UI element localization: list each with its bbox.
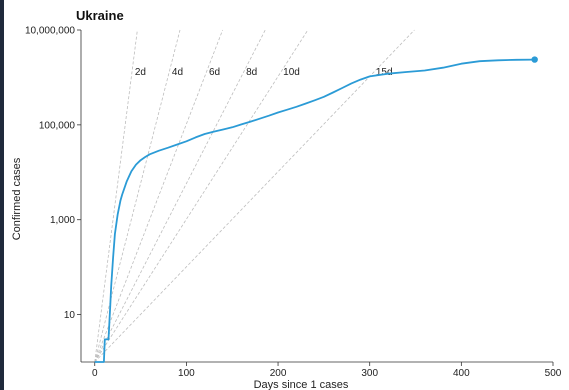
reference-line-10d	[94, 29, 309, 363]
x-tick-label: 300	[361, 368, 378, 379]
x-axis-label: Days since 1 cases	[254, 379, 349, 390]
x-tick-label: 200	[270, 368, 287, 379]
y-tick-label: 10,000,000	[25, 26, 75, 37]
reference-label-15d: 15d	[376, 67, 393, 78]
y-tick-label: 100,000	[39, 120, 76, 131]
reference-label-6d: 6d	[209, 67, 220, 78]
reference-line-15d	[94, 29, 415, 363]
reference-line-8d	[94, 29, 266, 363]
series-line	[94, 58, 535, 363]
x-tick-label: 0	[92, 368, 98, 379]
reference-lines: 2d 4d 6d 8d 10d 15d	[94, 29, 415, 363]
reference-label-10d: 10d	[283, 67, 300, 78]
reference-label-2d: 2d	[135, 67, 146, 78]
reference-label-8d: 8d	[246, 67, 257, 78]
reference-label-4d: 4d	[172, 67, 183, 78]
y-tick-label: 1,000	[50, 215, 75, 226]
chart-svg: Ukraine 2d 4d 6d 8d 10d 15d 0 100 200 300 400 500 1…	[11, 8, 562, 390]
series-group	[94, 56, 538, 363]
chart-title: Ukraine	[76, 8, 124, 23]
reference-line-2d	[94, 29, 138, 363]
y-axis-label: Confirmed cases	[11, 157, 23, 240]
y-tick-label: 10	[64, 310, 76, 321]
axes: 0 100 200 300 400 500 10 1,000 100,000 10,000,000	[25, 26, 562, 380]
reference-line-6d	[94, 29, 223, 363]
chart-panel: Ukraine 2d 4d 6d 8d 10d 15d 0 100 200 300 400 500 1…	[4, 0, 569, 390]
series-end-point	[531, 56, 538, 63]
x-tick-label: 100	[178, 368, 195, 379]
x-tick-label: 400	[453, 368, 470, 379]
reference-line-4d	[94, 29, 181, 363]
x-tick-label: 500	[545, 368, 562, 379]
